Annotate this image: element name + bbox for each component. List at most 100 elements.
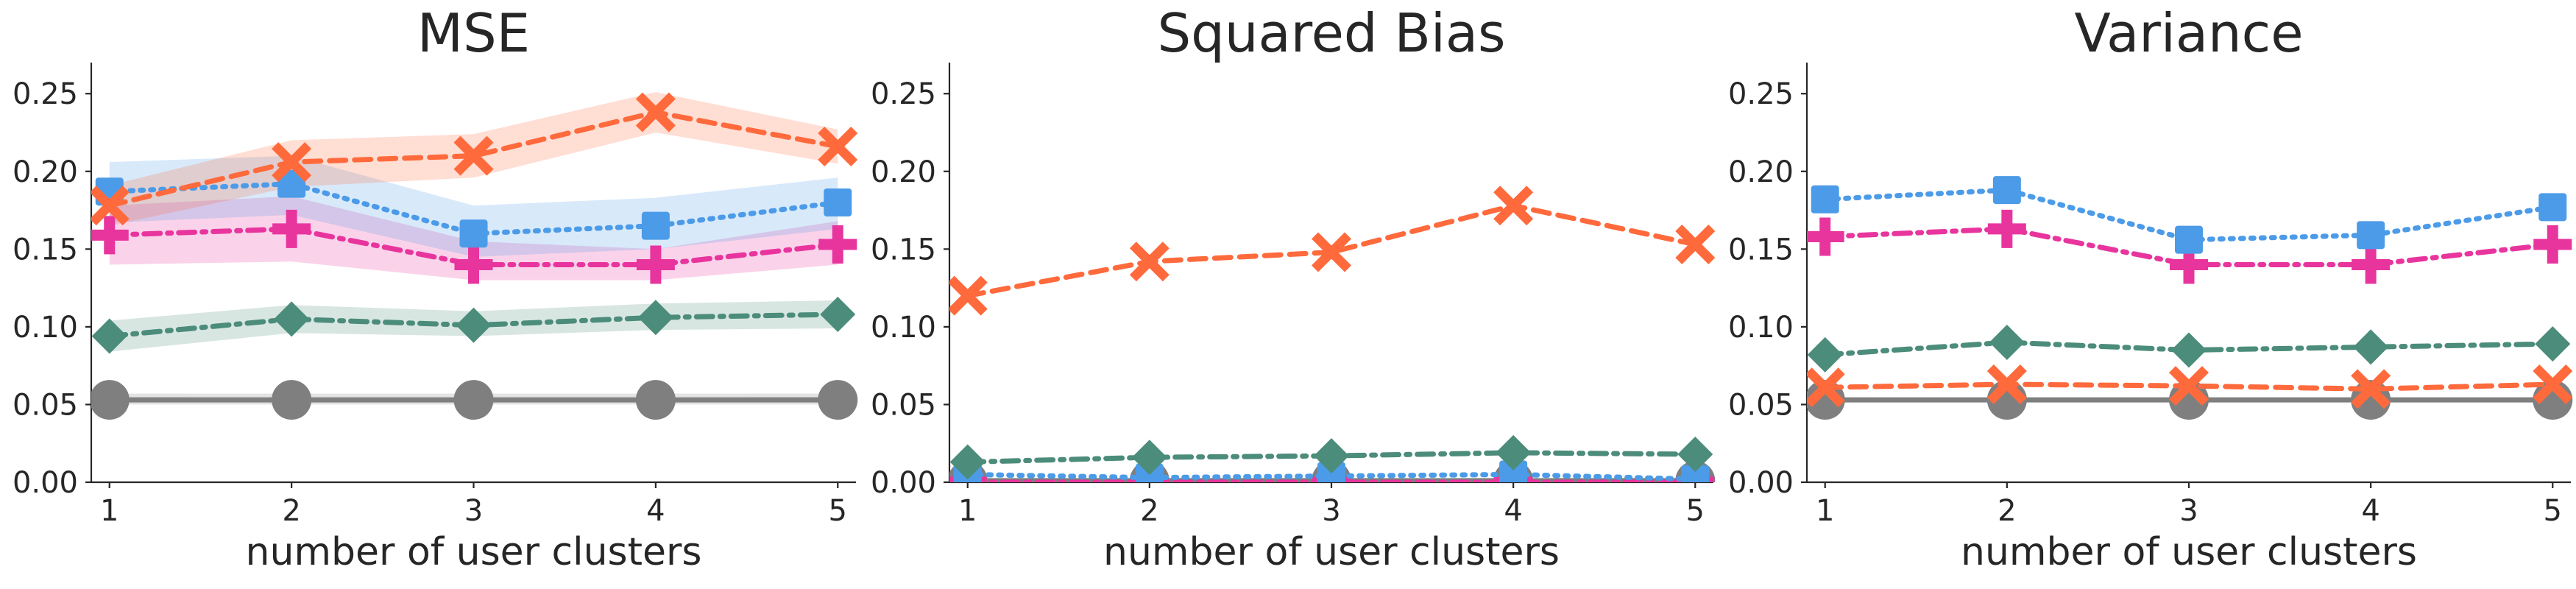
series-3 bbox=[1807, 325, 2571, 373]
data-point bbox=[949, 275, 988, 316]
x-tick-label: 2 bbox=[1998, 494, 2016, 528]
x-tick-label: 4 bbox=[2361, 494, 2379, 528]
y-tick-label: 0.25 bbox=[871, 77, 936, 111]
data-point bbox=[2175, 225, 2203, 254]
series-2 bbox=[91, 297, 856, 354]
data-point bbox=[2533, 364, 2573, 404]
y-tick-label: 0.25 bbox=[13, 77, 78, 111]
data-point bbox=[635, 380, 676, 420]
panel-title: Variance bbox=[2074, 2, 2303, 64]
x-tick-label: 3 bbox=[464, 494, 483, 528]
data-point bbox=[2351, 369, 2391, 409]
y-tick-label: 0.25 bbox=[1728, 77, 1794, 111]
data-point bbox=[1493, 186, 1534, 226]
panel-title: Squared Bias bbox=[1157, 2, 1505, 64]
panel-3: Variance 0.00 0.05 0.10 0.15 0.20 0.25 1 2 3 4 5 num… bbox=[1728, 2, 2573, 574]
y-tick-label: 0.05 bbox=[13, 388, 78, 422]
y-tick-label: 0.05 bbox=[871, 388, 936, 422]
data-point bbox=[2352, 245, 2391, 284]
data-point bbox=[1807, 367, 1845, 408]
data-point bbox=[2538, 193, 2567, 222]
data-point bbox=[2357, 221, 2385, 250]
data-point bbox=[2171, 332, 2207, 368]
data-point bbox=[1499, 460, 1528, 482]
data-point bbox=[453, 135, 494, 176]
y-tick-label: 0.10 bbox=[1728, 311, 1794, 345]
y-tick-label: 0.00 bbox=[871, 466, 936, 500]
data-point bbox=[1131, 440, 1167, 476]
data-point bbox=[818, 380, 858, 420]
x-tick-label: 2 bbox=[1140, 494, 1158, 528]
data-point bbox=[272, 380, 312, 420]
data-point bbox=[91, 216, 129, 255]
data-point bbox=[824, 188, 852, 216]
data-point bbox=[2535, 326, 2571, 362]
series-4 bbox=[949, 434, 1713, 480]
x-tick-label: 2 bbox=[282, 494, 300, 528]
x-tick-label: 1 bbox=[1816, 494, 1834, 528]
data-point bbox=[635, 92, 676, 133]
data-point bbox=[1992, 176, 2021, 205]
data-point bbox=[1675, 225, 1716, 264]
data-point bbox=[1987, 209, 2026, 248]
y-tick-label: 0.05 bbox=[1728, 388, 1794, 422]
y-tick-label: 0.15 bbox=[871, 233, 936, 267]
x-axis-label: number of user clusters bbox=[1103, 530, 1560, 574]
data-point bbox=[272, 142, 312, 183]
series-3 bbox=[91, 209, 857, 284]
series-5 bbox=[949, 186, 1716, 316]
y-tick-label: 0.20 bbox=[1728, 155, 1794, 189]
data-point bbox=[274, 301, 310, 337]
data-point bbox=[637, 300, 673, 336]
series-5 bbox=[91, 92, 858, 226]
x-tick-label: 3 bbox=[2179, 494, 2198, 528]
y-tick-label: 0.15 bbox=[13, 233, 78, 267]
data-point bbox=[1677, 437, 1713, 472]
data-point bbox=[91, 186, 130, 226]
data-point bbox=[1129, 241, 1170, 282]
x-tick-label: 4 bbox=[1504, 494, 1522, 528]
series-line bbox=[107, 311, 841, 339]
data-point bbox=[1989, 325, 2025, 360]
x-tick-label: 5 bbox=[829, 494, 847, 528]
data-point bbox=[636, 245, 675, 284]
y-tick-label: 0.10 bbox=[871, 311, 936, 345]
x-axis-label: number of user clusters bbox=[245, 530, 701, 574]
y-tick-label: 0.00 bbox=[1728, 466, 1794, 500]
x-tick-label: 5 bbox=[2544, 494, 2562, 528]
data-point bbox=[1807, 217, 1844, 256]
x-tick-label: 3 bbox=[1322, 494, 1340, 528]
data-point bbox=[1496, 434, 1532, 470]
y-tick-label: 0.00 bbox=[13, 466, 78, 500]
data-point bbox=[1811, 185, 1839, 214]
data-point bbox=[1986, 364, 2027, 404]
series-2 bbox=[1807, 364, 2573, 409]
data-point bbox=[949, 444, 986, 480]
y-tick-label: 0.15 bbox=[1728, 233, 1794, 267]
series-1 bbox=[91, 380, 858, 420]
data-point bbox=[456, 307, 492, 343]
data-point bbox=[2169, 366, 2209, 406]
x-tick-label: 4 bbox=[646, 494, 665, 528]
data-point bbox=[453, 380, 494, 420]
y-tick-label: 0.20 bbox=[871, 155, 936, 189]
x-tick-label: 1 bbox=[958, 494, 977, 528]
data-point bbox=[818, 127, 858, 166]
x-axis-label: number of user clusters bbox=[1961, 530, 2417, 574]
series-line bbox=[107, 110, 841, 208]
data-point bbox=[1314, 438, 1349, 474]
data-point bbox=[1681, 465, 1710, 482]
x-tick-label: 1 bbox=[100, 494, 118, 528]
data-point bbox=[2533, 225, 2572, 264]
data-point bbox=[91, 318, 127, 354]
plot-area bbox=[1807, 176, 2573, 420]
data-point bbox=[272, 209, 311, 248]
y-tick-label: 0.20 bbox=[13, 155, 78, 189]
plot-area bbox=[949, 186, 1716, 482]
data-point bbox=[91, 380, 130, 420]
plot-area bbox=[91, 92, 858, 420]
data-point bbox=[2170, 245, 2208, 284]
data-point bbox=[454, 245, 493, 284]
data-point bbox=[818, 225, 857, 264]
